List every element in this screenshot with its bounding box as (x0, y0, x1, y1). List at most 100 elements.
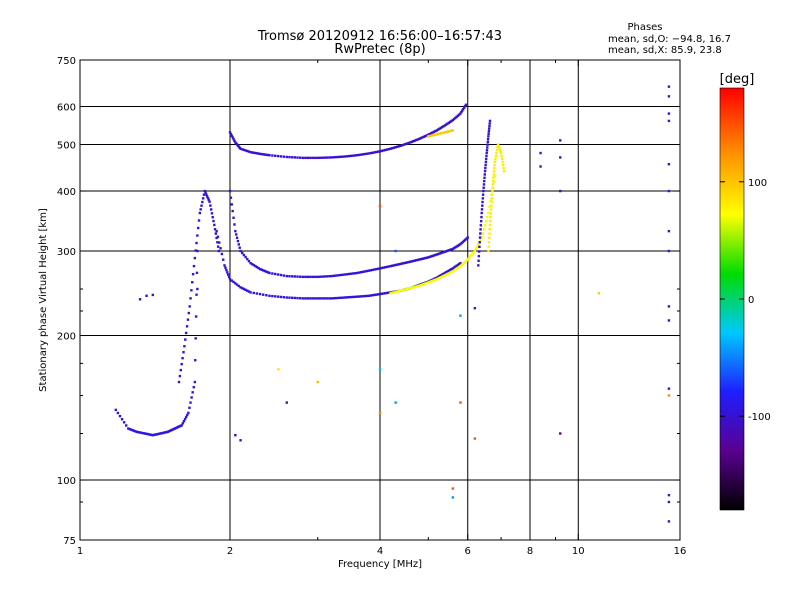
trace-echo-point (480, 208, 484, 211)
trace-echo-point (213, 223, 216, 227)
trace-echo-point (216, 241, 219, 244)
trace-echo-point (330, 274, 333, 278)
trace-echo-point (494, 154, 498, 158)
trace-echo-point (325, 156, 329, 159)
trace-echo-point (387, 265, 390, 268)
trace-echo-point (380, 149, 383, 153)
trace-echo-point (442, 250, 445, 254)
trace-echo-point (296, 296, 299, 300)
trace-echo-point (446, 272, 449, 276)
trace-echo-point (435, 276, 438, 279)
trace-echo-point (488, 122, 491, 125)
trace-echo-point (337, 155, 340, 159)
trace-echo-point (259, 267, 262, 271)
trace-echo-point (380, 292, 383, 295)
trace-echo-point (380, 266, 383, 270)
trace-echo-point (459, 242, 462, 246)
trace-echo-point (224, 266, 227, 269)
trace-echo-point (376, 293, 380, 296)
trace-echo-point (429, 134, 433, 137)
trace-echo-point (301, 275, 305, 279)
isolated-echo-point (667, 112, 671, 115)
trace-echo-point (218, 241, 221, 244)
trace-echo-point (422, 257, 426, 260)
trace-echo-point (474, 247, 478, 250)
trace-echo-point (361, 295, 365, 298)
trace-echo-point (389, 147, 392, 150)
trace-echo-point (448, 120, 452, 124)
trace-echo-point (265, 153, 268, 156)
trace-echo-point (183, 345, 186, 348)
trace-echo-point (436, 128, 440, 131)
trace-echo-point (416, 138, 420, 141)
trace-echo-point (438, 276, 441, 280)
trace-echo-point (429, 132, 433, 135)
trace-echo-point (235, 283, 239, 286)
trace-echo-point (266, 271, 270, 274)
trace-echo-point (247, 150, 251, 153)
stats-heading: Phases (627, 22, 662, 33)
trace-echo-point (230, 279, 233, 282)
trace-echo-point (441, 275, 444, 278)
trace-echo-point (472, 251, 475, 254)
trace-echo-point (481, 193, 485, 196)
trace-echo-point (196, 249, 199, 253)
trace-echo-point (182, 351, 185, 354)
trace-echo-point (215, 236, 218, 240)
trace-echo-point (318, 275, 322, 278)
trace-echo-point (479, 219, 483, 223)
trace-echo-point (197, 219, 201, 222)
trace-echo-point (468, 255, 472, 258)
trace-echo-point (375, 150, 378, 154)
trace-echo-point (193, 380, 197, 384)
trace-echo-point (234, 282, 237, 285)
trace-echo-point (184, 415, 188, 419)
trace-echo-point (209, 204, 212, 207)
trace-echo-point (359, 295, 363, 298)
trace-echo-point (298, 156, 302, 159)
trace-echo-point (145, 432, 148, 435)
trace-echo-point (465, 237, 468, 240)
trace-echo-point (418, 284, 421, 287)
trace-echo-point (301, 156, 305, 160)
trace-echo-point (232, 216, 235, 219)
trace-echo-point (255, 152, 259, 155)
trace-echo-point (200, 204, 203, 207)
trace-echo-point (306, 156, 309, 160)
trace-echo-point (492, 179, 495, 183)
trace-echo-point (391, 147, 394, 150)
trace-echo-point (492, 173, 495, 176)
trace-echo-point (216, 245, 220, 248)
trace-echo-point (492, 176, 495, 179)
trace-echo-point (489, 219, 492, 223)
trace-echo-point (231, 209, 234, 213)
trace-echo-point (465, 259, 468, 262)
trace-echo-point (125, 424, 128, 427)
trace-echo-point (460, 110, 463, 114)
trace-echo-point (194, 359, 197, 362)
trace-echo-point (316, 275, 319, 279)
trace-echo-point (384, 148, 387, 152)
trace-echo-point (339, 155, 342, 159)
trace-echo-point (246, 289, 249, 292)
y-tick-label: 100 (57, 476, 76, 487)
trace-echo-point (164, 431, 167, 434)
trace-echo-point (412, 286, 415, 289)
trace-echo-point (349, 295, 353, 299)
trace-echo-point (410, 260, 413, 263)
trace-echo-point (490, 197, 494, 200)
isolated-echo-point (473, 437, 477, 440)
trace-echo-point (274, 295, 277, 298)
trace-echo-point (304, 156, 307, 160)
trace-echo-point (479, 228, 482, 231)
trace-echo-point (486, 215, 489, 219)
trace-echo-point (428, 255, 431, 259)
x-tick-label: 16 (674, 546, 687, 557)
trace-echo-point (191, 272, 195, 276)
trace-echo-point (139, 431, 143, 434)
trace-echo-point (375, 293, 378, 296)
trace-echo-point (452, 266, 456, 269)
trace-echo-point (382, 149, 385, 152)
trace-echo-point (285, 155, 288, 159)
trace-echo-point (434, 253, 437, 257)
